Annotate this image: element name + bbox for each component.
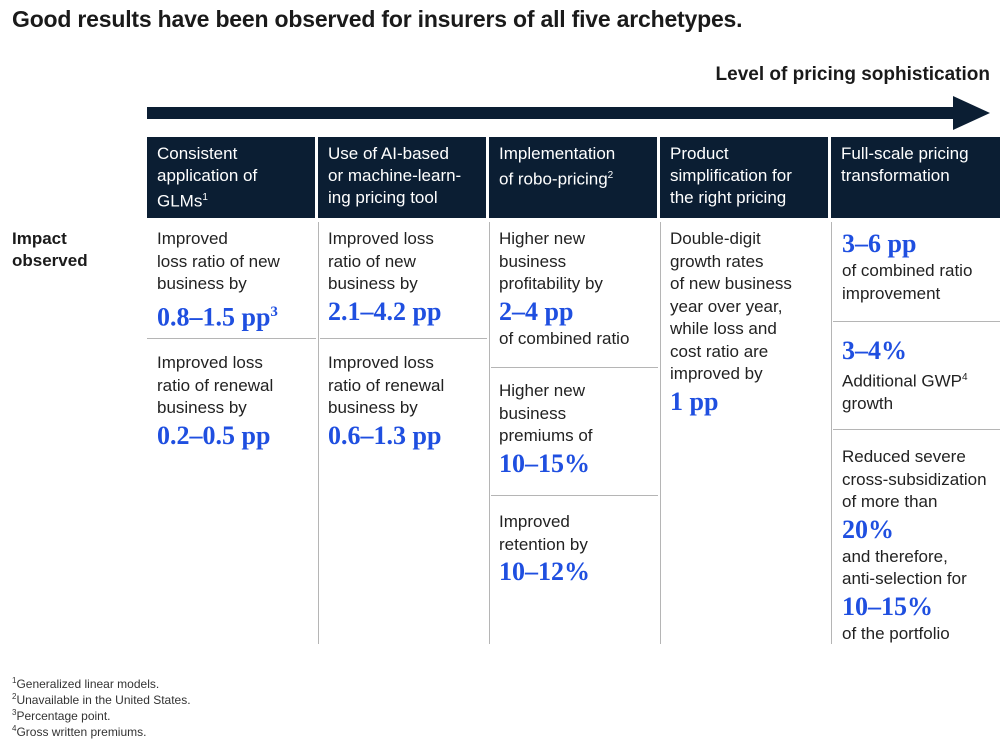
impact-value: 0.2–0.5 pp: [157, 420, 271, 450]
header-line: ing pricing tool: [328, 188, 438, 207]
header-line: the right pricing: [670, 188, 787, 207]
header-line: or machine-learn-: [328, 166, 462, 185]
impact-ai-renewal: Improved loss ratio of renewal business …: [328, 353, 445, 450]
impact-value: 1 pp: [670, 386, 719, 416]
header-line: GLMs: [157, 191, 203, 211]
header-line: transformation: [841, 166, 950, 185]
impact-full-combined-ratio: 3–6 pp of combined ratio improvement: [842, 229, 973, 303]
impact-robo-premiums: Higher new business premiums of 10–15%: [499, 381, 593, 478]
impact-full-cross-subsidization: Reduced severe cross-subsidization of mo…: [842, 446, 1000, 645]
impact-value: 0.6–1.3 pp: [328, 420, 442, 450]
row-divider: [833, 321, 1000, 322]
impact-value: 2.1–4.2 pp: [328, 296, 442, 326]
column-divider: [831, 222, 832, 644]
header-glm: Consistent application of GLMs1: [147, 137, 315, 218]
row-divider: [491, 495, 658, 496]
header-line: Use of AI-based: [328, 144, 449, 163]
impact-ai-new: Improved loss ratio of new business by 2…: [328, 229, 442, 326]
header-line: Consistent: [157, 144, 238, 163]
header-ai-ml: Use of AI-based or machine-learn- ing pr…: [318, 137, 486, 218]
impact-value: 10–15%: [499, 448, 590, 478]
impact-robo-retention: Improved retention by 10–12%: [499, 512, 590, 586]
footnote-1: 1Generalized linear models.: [12, 676, 160, 691]
header-line: Full-scale pricing: [841, 144, 969, 163]
column-divider: [318, 222, 319, 644]
sophistication-arrow-icon: [147, 96, 990, 130]
footnote-4: 4Gross written premiums.: [12, 724, 147, 739]
row-divider: [491, 367, 658, 368]
header-product-simplification: Product simplification for the right pri…: [660, 137, 828, 218]
impact-value: 2–4 pp: [499, 296, 574, 326]
page-title: Good results have been observed for insu…: [12, 6, 743, 32]
header-line: application of: [157, 166, 258, 185]
impact-value: 0.8–1.5 pp3: [157, 302, 278, 332]
row-label-impact: Impact observed: [12, 229, 88, 270]
header-full-scale: Full-scale pricing transformation: [831, 137, 1000, 218]
impact-product-growth: Double-digit growth rates of new busines…: [670, 229, 792, 416]
impact-value: 10–15%: [842, 591, 933, 621]
column-divider: [660, 222, 661, 644]
impact-value: 3–4%: [842, 336, 907, 365]
header-line: Implementation: [499, 144, 616, 163]
footnote-ref: 1: [202, 192, 208, 203]
impact-robo-profitability: Higher new business profitability by 2–4…: [499, 229, 630, 348]
row-divider: [147, 338, 316, 339]
impact-glm-renewal: Improved loss ratio of renewal business …: [157, 353, 274, 450]
impact-full-gwp: 3–4% Additional GWP4 growth: [842, 336, 968, 414]
row-divider: [833, 429, 1000, 430]
impact-value: 20%: [842, 514, 894, 544]
impact-value: 3–6 pp: [842, 229, 917, 258]
header-line: Product: [670, 144, 729, 163]
axis-label: Level of pricing sophistication: [715, 64, 990, 85]
row-divider: [320, 338, 487, 339]
impact-glm-new: Improved loss ratio of new business by 0…: [157, 229, 280, 332]
column-divider: [489, 222, 490, 644]
footnote-ref: 2: [607, 170, 614, 181]
footnote-3: 3Percentage point.: [12, 708, 111, 723]
header-line: simplification for: [670, 166, 792, 185]
footnote-2: 2Unavailable in the United States.: [12, 692, 191, 707]
header-line: of robo-pricing: [499, 169, 608, 189]
impact-value: 10–12%: [499, 557, 590, 586]
header-robo-pricing: Implementation of robo-pricing2: [489, 137, 657, 218]
